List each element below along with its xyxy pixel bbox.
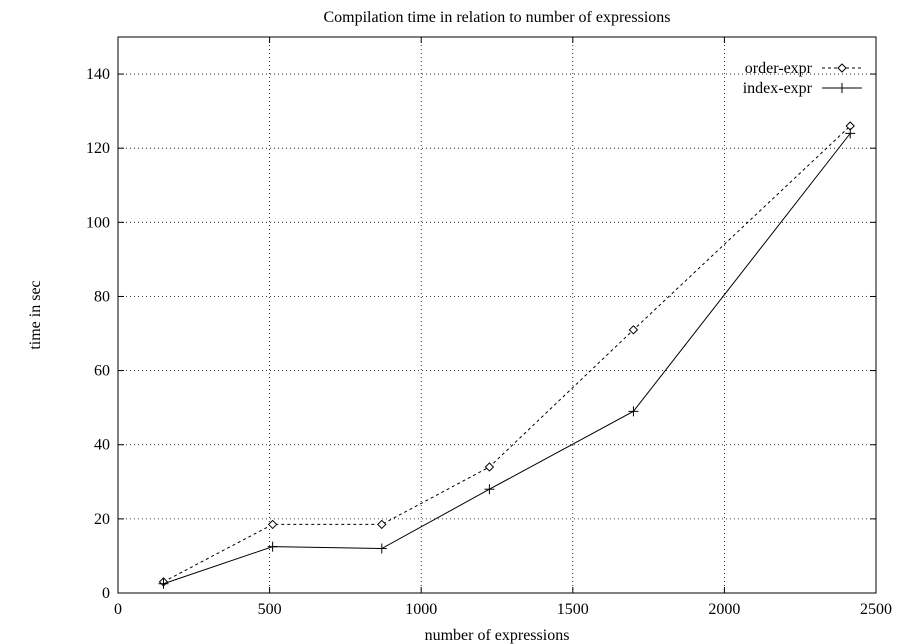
y-tick-label: 20 bbox=[94, 511, 110, 528]
legend-label: order-expr bbox=[745, 60, 813, 77]
plot-frame bbox=[117, 36, 877, 594]
y-tick-label: 40 bbox=[94, 437, 110, 454]
series-line bbox=[163, 133, 851, 585]
x-axis-tick-labels: 0 500 1000 1500 2000 2500 bbox=[114, 601, 892, 618]
y-tick-label: 80 bbox=[94, 288, 110, 305]
series-index-expr bbox=[158, 128, 856, 589]
x-tick-label: 0 bbox=[114, 601, 122, 618]
y-tick-label: 120 bbox=[86, 140, 110, 157]
series-order-expr bbox=[158, 121, 855, 587]
chart-title: Compilation time in relation to number o… bbox=[323, 9, 670, 26]
grid-lines bbox=[118, 37, 876, 593]
data-point-plus bbox=[484, 484, 495, 495]
data-point-plus bbox=[628, 406, 639, 417]
series-line bbox=[163, 125, 851, 583]
x-tick-label: 1000 bbox=[405, 601, 437, 618]
data-point-diamond bbox=[628, 325, 639, 335]
y-tick-label: 140 bbox=[86, 66, 110, 83]
data-point-plus bbox=[158, 578, 169, 589]
axis-ticks bbox=[117, 37, 877, 594]
data-point-plus bbox=[376, 543, 387, 554]
x-tick-label: 500 bbox=[258, 601, 282, 618]
data-point-diamond bbox=[837, 63, 847, 73]
legend: order-expr index-expr bbox=[743, 60, 862, 97]
x-tick-label: 1500 bbox=[557, 601, 589, 618]
data-point-plus bbox=[267, 541, 278, 552]
x-axis-label: number of expressions bbox=[425, 627, 570, 644]
y-axis-label: time in sec bbox=[27, 280, 44, 349]
data-series bbox=[158, 121, 856, 589]
x-tick-label: 2500 bbox=[860, 601, 892, 618]
y-tick-label: 100 bbox=[86, 214, 110, 231]
data-point-diamond bbox=[377, 519, 387, 530]
x-tick-label: 2000 bbox=[708, 601, 740, 618]
data-point-diamond bbox=[267, 519, 278, 530]
y-tick-label: 0 bbox=[102, 585, 110, 602]
y-tick-label: 60 bbox=[94, 363, 110, 380]
data-point-plus bbox=[837, 83, 847, 93]
legend-label: index-expr bbox=[743, 80, 813, 97]
data-point-plus bbox=[845, 128, 856, 139]
y-axis-tick-labels: 0 20 40 60 80 100 120 140 bbox=[86, 66, 110, 602]
data-point-diamond bbox=[484, 462, 495, 472]
